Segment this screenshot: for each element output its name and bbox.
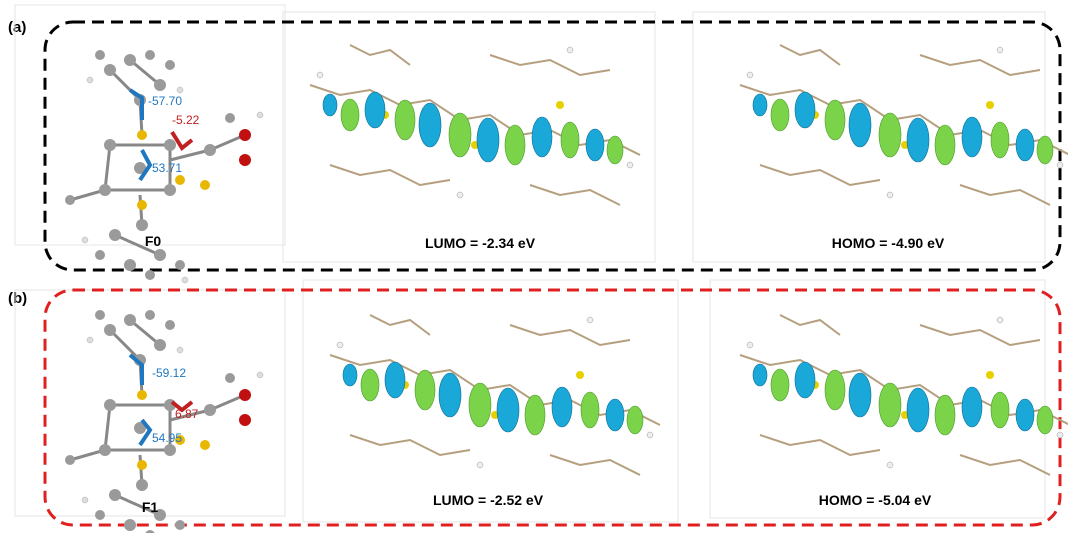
orbital-image: [740, 45, 1068, 205]
dihedral-angle: 54.95: [152, 431, 182, 445]
dihedral-angle: 53.71: [152, 161, 182, 175]
orbital-caption: LUMO = -2.34 eV: [425, 235, 536, 251]
image-frame: [15, 5, 285, 245]
dihedral-angle: -57.70: [148, 94, 182, 108]
orbital-image: [330, 315, 660, 475]
orbital-image: [740, 315, 1068, 475]
molecule-name: F0: [145, 233, 162, 249]
figure: (a) -57.70 -5.22 53.71 F0 LUMO = -2.34 e…: [0, 0, 1068, 533]
panel-label: (b): [8, 290, 27, 307]
dihedral-angle: -59.12: [152, 366, 186, 380]
orbital-image: [310, 45, 640, 205]
image-frame: [15, 290, 285, 516]
orbital-caption: HOMO = -4.90 eV: [832, 235, 945, 251]
molecule: [65, 310, 263, 533]
dihedral-angle: -5.22: [172, 113, 200, 127]
molecule-name: F1: [142, 499, 159, 515]
orbital-caption: LUMO = -2.52 eV: [433, 492, 544, 508]
dihedral-angle: 6.87: [175, 407, 199, 421]
panel-label: (a): [8, 19, 26, 36]
orbital-caption: HOMO = -5.04 eV: [819, 492, 932, 508]
